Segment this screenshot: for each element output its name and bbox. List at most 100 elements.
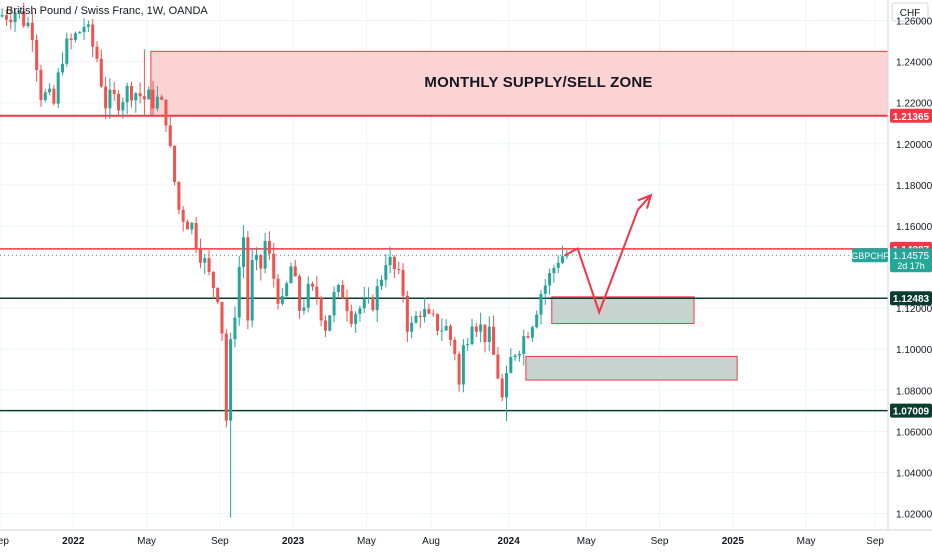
candle bbox=[319, 295, 323, 327]
candle-body bbox=[444, 325, 448, 331]
candle bbox=[48, 83, 52, 96]
candle bbox=[250, 248, 254, 328]
candle-body bbox=[151, 89, 155, 109]
candle bbox=[504, 365, 509, 422]
candle-body bbox=[332, 291, 336, 316]
candle bbox=[362, 286, 366, 314]
candle-body bbox=[60, 63, 65, 73]
candle bbox=[112, 81, 116, 101]
candle-body bbox=[276, 278, 280, 304]
candle-body bbox=[280, 296, 284, 304]
candle bbox=[444, 319, 448, 332]
candle bbox=[311, 281, 315, 291]
candle bbox=[392, 255, 396, 278]
candle bbox=[35, 34, 39, 82]
grid-lines bbox=[0, 0, 888, 530]
candle bbox=[190, 221, 194, 235]
candle bbox=[30, 11, 34, 52]
x-tick-label: May bbox=[797, 536, 816, 547]
x-tick-label: Sep bbox=[211, 536, 229, 547]
chart-title: British Pound / Swiss Franc, 1W, OANDA bbox=[6, 5, 208, 17]
candle bbox=[552, 264, 556, 283]
y-tick-label: 1.16000 bbox=[896, 222, 932, 233]
candle bbox=[461, 339, 465, 393]
candle-body bbox=[440, 330, 444, 332]
candle-body bbox=[108, 89, 112, 109]
x-tick-label: Sep bbox=[651, 536, 669, 547]
price-tag-supply-zone-bottom bbox=[890, 108, 932, 123]
candle bbox=[367, 287, 371, 304]
candle-body bbox=[203, 258, 207, 263]
candle-body bbox=[371, 297, 375, 311]
candle-body bbox=[517, 353, 521, 356]
candle-body bbox=[155, 96, 159, 109]
candle bbox=[168, 114, 172, 148]
candle bbox=[0, 8, 4, 18]
candle bbox=[379, 275, 384, 291]
candle-body bbox=[530, 327, 534, 338]
candle bbox=[246, 231, 250, 330]
candle-body bbox=[250, 259, 254, 321]
candle bbox=[22, 2, 26, 28]
candle-body bbox=[401, 270, 405, 296]
candle bbox=[43, 88, 47, 103]
candle-body bbox=[254, 254, 258, 260]
candle bbox=[155, 85, 159, 112]
candle-body bbox=[134, 93, 138, 101]
candle bbox=[78, 30, 82, 34]
candle-body bbox=[565, 255, 569, 257]
candle-body bbox=[43, 92, 47, 101]
candle-body bbox=[306, 283, 310, 308]
candle bbox=[358, 305, 362, 322]
candle-body bbox=[354, 314, 358, 324]
y-tick-label: 1.12000 bbox=[896, 304, 932, 315]
candle bbox=[4, 9, 8, 26]
candle bbox=[229, 332, 233, 518]
candle-body bbox=[526, 336, 530, 338]
candle-body bbox=[26, 22, 30, 27]
candle bbox=[517, 350, 521, 362]
candle bbox=[224, 328, 228, 428]
candles bbox=[0, 2, 569, 518]
projection-arrowhead bbox=[637, 193, 653, 209]
candle bbox=[207, 250, 211, 276]
candle-body bbox=[164, 99, 168, 126]
projection-path bbox=[564, 194, 652, 316]
candle bbox=[254, 247, 258, 271]
candle-body bbox=[405, 295, 409, 332]
candle-body bbox=[99, 58, 103, 87]
x-tick-label: May bbox=[577, 536, 596, 547]
candle bbox=[487, 316, 491, 352]
candle bbox=[117, 89, 121, 115]
candle-body bbox=[436, 313, 440, 331]
candle bbox=[466, 338, 470, 351]
candle-body bbox=[379, 279, 384, 287]
candle bbox=[371, 294, 375, 312]
candle-body bbox=[229, 339, 233, 421]
x-tick-label: 2023 bbox=[282, 536, 305, 547]
candle bbox=[220, 301, 224, 341]
candle bbox=[384, 253, 388, 288]
candle bbox=[285, 281, 289, 299]
candle bbox=[539, 290, 543, 325]
candle bbox=[345, 289, 349, 322]
candle bbox=[453, 336, 457, 361]
x-tick-label: 2022 bbox=[62, 536, 85, 547]
candle bbox=[561, 245, 565, 265]
candle-body bbox=[388, 256, 392, 266]
candle-body bbox=[142, 96, 146, 100]
currency-box bbox=[891, 2, 929, 22]
candle-body bbox=[474, 326, 478, 332]
candle-body bbox=[104, 86, 108, 109]
candle bbox=[125, 82, 129, 114]
candle bbox=[138, 82, 142, 104]
candle bbox=[177, 181, 181, 215]
y-tick-label: 1.02000 bbox=[896, 510, 932, 521]
monthly-supply-zone bbox=[150, 50, 889, 117]
candle-body bbox=[492, 326, 496, 355]
candle bbox=[397, 261, 401, 275]
candle bbox=[186, 219, 190, 230]
candle bbox=[315, 275, 319, 305]
